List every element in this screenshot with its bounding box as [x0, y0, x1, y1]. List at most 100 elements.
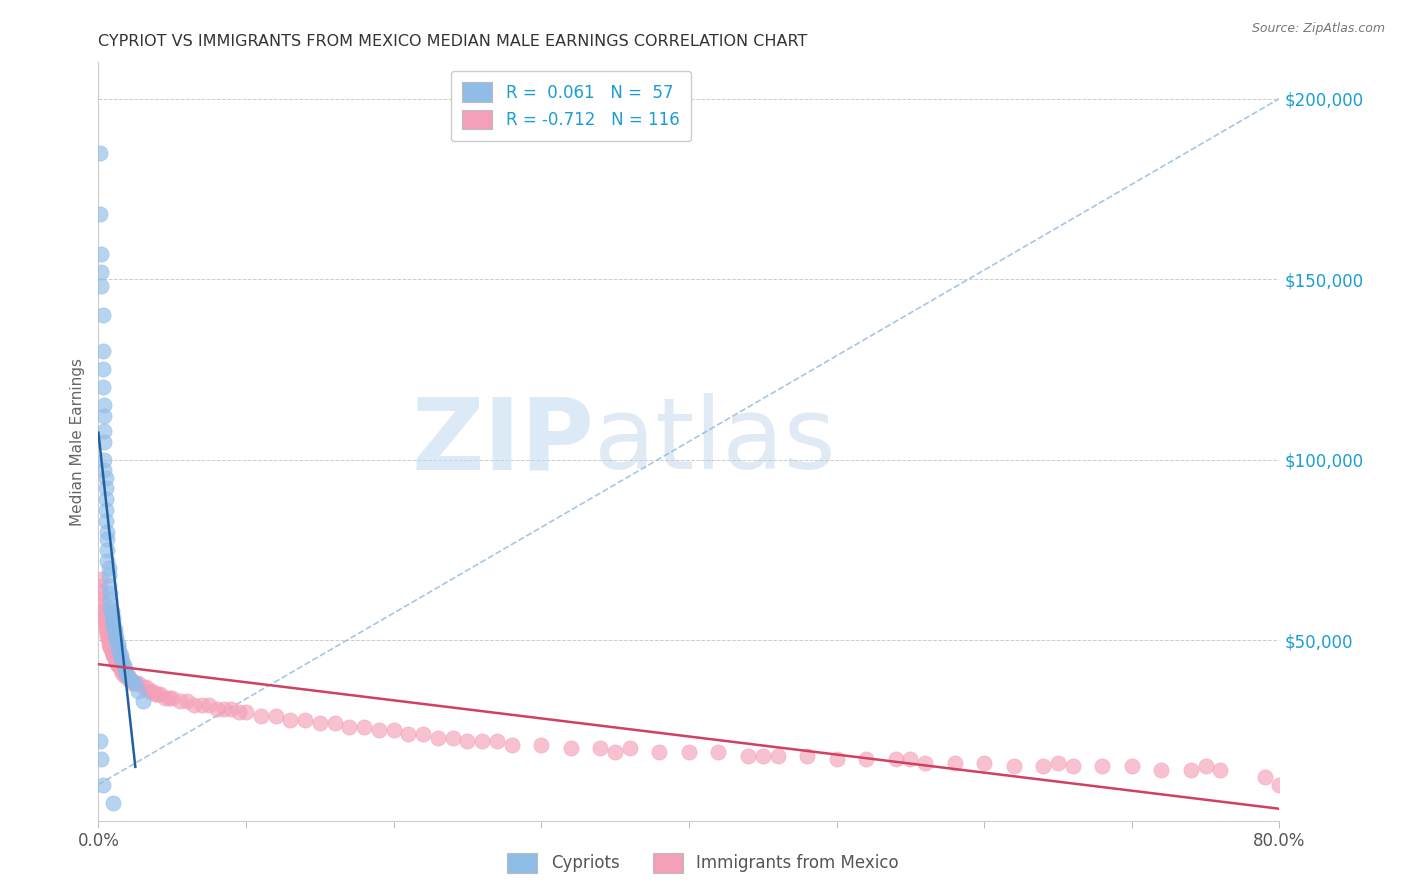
Point	[117, 669, 139, 683]
Point	[104, 651, 127, 665]
Point	[118, 673, 141, 687]
Point	[91, 604, 114, 618]
Point	[105, 655, 128, 669]
Point	[98, 640, 121, 655]
Point	[398, 727, 420, 741]
Point	[89, 734, 111, 748]
Point	[138, 683, 160, 698]
Point	[149, 687, 172, 701]
Point	[141, 683, 163, 698]
Point	[212, 702, 235, 716]
Point	[1002, 759, 1025, 773]
Point	[323, 716, 346, 731]
Point	[91, 604, 114, 618]
Point	[111, 665, 134, 680]
Point	[90, 247, 112, 261]
Point	[105, 655, 128, 669]
Point	[90, 265, 112, 279]
Point	[678, 745, 700, 759]
Point	[115, 669, 138, 683]
Point	[1254, 770, 1277, 784]
Point	[94, 470, 117, 484]
Point	[89, 207, 111, 221]
Point	[752, 748, 775, 763]
Point	[427, 731, 450, 745]
Point	[114, 669, 136, 683]
Point	[96, 542, 118, 557]
Point	[97, 568, 120, 582]
Point	[914, 756, 936, 770]
Point	[176, 694, 198, 708]
Point	[457, 734, 479, 748]
Y-axis label: Median Male Earnings: Median Male Earnings	[70, 358, 86, 525]
Point	[619, 741, 641, 756]
Point	[235, 706, 257, 720]
Point	[1195, 759, 1218, 773]
Point	[108, 658, 131, 673]
Point	[94, 622, 117, 636]
Point	[103, 615, 125, 629]
Point	[1032, 759, 1054, 773]
Point	[339, 720, 361, 734]
Point	[104, 622, 127, 636]
Point	[198, 698, 221, 712]
Point	[91, 308, 114, 322]
Point	[441, 731, 464, 745]
Point	[884, 752, 907, 766]
Point	[707, 745, 730, 759]
Point	[107, 658, 129, 673]
Point	[98, 593, 121, 607]
Point	[90, 593, 112, 607]
Point	[91, 597, 114, 611]
Point	[93, 424, 115, 438]
Point	[382, 723, 405, 738]
Point	[94, 618, 117, 632]
Point	[368, 723, 391, 738]
Point	[1062, 759, 1084, 773]
Point	[97, 561, 120, 575]
Point	[97, 633, 120, 648]
Point	[103, 648, 125, 662]
Point	[143, 687, 166, 701]
Point	[1091, 759, 1114, 773]
Point	[100, 604, 122, 618]
Point	[107, 658, 129, 673]
Point	[766, 748, 789, 763]
Point	[183, 698, 205, 712]
Point	[96, 524, 118, 539]
Point	[127, 683, 149, 698]
Point	[90, 586, 112, 600]
Text: atlas: atlas	[595, 393, 837, 490]
Point	[157, 690, 180, 705]
Point	[93, 611, 115, 625]
Point	[250, 709, 273, 723]
Point	[127, 676, 149, 690]
Point	[855, 752, 877, 766]
Point	[111, 655, 134, 669]
Point	[94, 492, 117, 507]
Point	[114, 662, 136, 676]
Point	[103, 796, 125, 810]
Point	[117, 669, 139, 683]
Point	[796, 748, 818, 763]
Point	[228, 706, 250, 720]
Point	[412, 727, 434, 741]
Point	[112, 665, 135, 680]
Point	[900, 752, 922, 766]
Point	[98, 640, 121, 655]
Point	[93, 452, 115, 467]
Point	[501, 738, 523, 752]
Point	[1209, 763, 1232, 777]
Point	[132, 694, 155, 708]
Point	[1180, 763, 1202, 777]
Point	[205, 702, 228, 716]
Point	[486, 734, 509, 748]
Point	[103, 648, 125, 662]
Point	[96, 630, 118, 644]
Point	[353, 720, 375, 734]
Point	[169, 694, 191, 708]
Point	[471, 734, 494, 748]
Text: ZIP: ZIP	[412, 393, 595, 490]
Point	[91, 778, 114, 792]
Point	[120, 673, 142, 687]
